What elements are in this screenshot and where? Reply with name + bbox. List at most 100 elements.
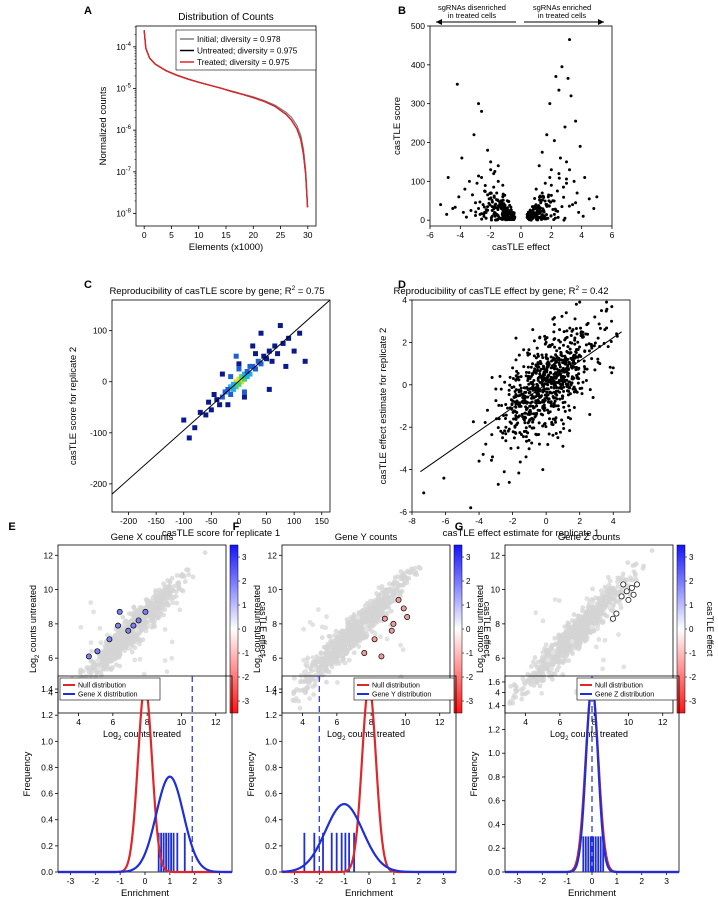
data-point [534,371,538,375]
density-cell [233,353,239,359]
background-point [584,596,590,602]
data-point [560,394,564,398]
data-point [521,435,525,439]
data-point [558,340,562,344]
data-point [537,432,541,436]
legend-box [576,677,678,701]
data-point [567,204,571,208]
data-point [480,175,484,179]
background-point [596,601,601,607]
data-point [496,482,500,486]
density-cell [181,417,187,423]
axes-E2: -3 -2 -1 0 1 2 30.00.20.40.60.81.01.21.4 Null d… [41,675,233,886]
background-point [528,664,534,669]
data-point [543,421,547,425]
density-cell [225,402,231,408]
background-point [353,623,359,629]
data-point [502,206,506,210]
highlighted-guide [94,648,101,655]
data-point [527,412,531,416]
data-point [566,76,570,80]
data-point [568,326,572,330]
background-point [171,595,177,600]
data-point [532,354,536,358]
data-point [496,208,500,212]
background-point [97,666,102,672]
background-point [518,687,524,693]
data-point [593,368,597,372]
data-point [467,179,471,183]
background-point [383,593,389,599]
data-point [529,401,533,405]
colorbar-tick-label: 2 [689,577,694,586]
data-point [477,102,481,106]
background-point [129,611,135,617]
background-point [541,677,547,683]
y-tick-label: 10 [491,585,501,595]
data-point [528,418,532,422]
data-point [487,201,491,205]
background-point [397,582,403,588]
data-point [516,446,520,450]
data-point [560,354,564,358]
data-point [565,370,569,374]
data-point [573,338,577,342]
tick-exponent: -4 [126,42,132,48]
legend-label: Gene X distribution [78,692,138,699]
background-point [336,661,342,666]
density-cell [241,376,247,382]
data-point [550,359,554,363]
density-cell [252,366,258,372]
background-point [378,605,383,611]
background-point [132,636,138,642]
background-point [126,620,131,626]
highlighted-guide [388,627,395,634]
data-point [520,392,524,396]
background-point [544,651,550,657]
data-point [605,300,609,304]
data-point [461,210,465,214]
y-axis-label: Frequency [469,751,480,796]
data-point [566,385,570,389]
background-point [147,623,152,629]
background-point [162,585,168,590]
background-point [391,579,397,584]
y-tick-label: 4 [402,295,407,305]
background-point [135,611,140,617]
data-point [572,179,576,183]
arrowhead-left [436,19,442,25]
y-tick-label: 100 [93,326,107,336]
density-cell [250,363,256,369]
background-point [600,603,606,609]
colorbar-tick-label: 3 [689,553,694,562]
data-point [573,356,577,360]
background-point [602,612,608,618]
data-point [564,360,568,364]
density-cell [272,343,278,349]
data-point [525,406,529,410]
annotation-enriched: in treated cells [538,11,587,20]
x-axis-label: casTLE effect estimate for replicate 1 [443,528,600,539]
background-point [93,674,99,679]
background-point [596,595,602,601]
background-point [571,612,577,617]
data-point [537,442,541,446]
data-point [515,411,519,415]
data-point [566,374,570,378]
background-point [134,627,140,633]
data-point [569,417,573,421]
colorbar-tick-label: 2 [242,577,247,586]
highlighted-guide [395,596,402,603]
data-point [525,385,529,389]
data-point [504,416,508,420]
legend-box [175,29,317,71]
y-tick-label: 8 [272,619,277,629]
background-point [372,631,378,637]
x-tick-label: 12 [435,717,445,727]
data-point [538,198,542,202]
data-point [509,421,513,425]
data-point [563,409,567,413]
data-point [508,383,512,387]
data-point [580,392,584,396]
data-point [511,410,515,414]
